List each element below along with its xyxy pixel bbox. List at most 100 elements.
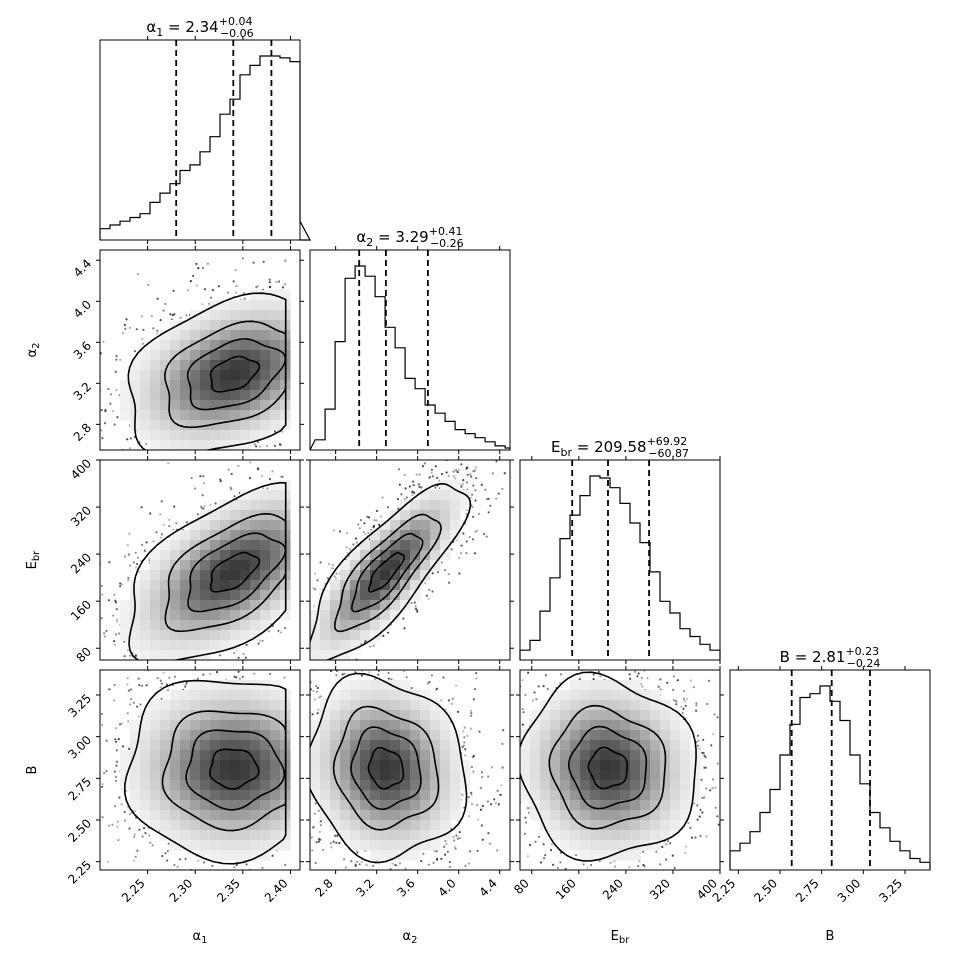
scatter-point bbox=[172, 672, 174, 674]
scatter-point bbox=[184, 685, 187, 688]
scatter-point bbox=[303, 727, 305, 729]
scatter-point bbox=[375, 509, 378, 512]
scatter-point bbox=[145, 541, 148, 544]
scatter-point bbox=[128, 532, 131, 535]
scatter-point bbox=[347, 671, 349, 673]
scatter-point bbox=[233, 675, 236, 678]
scatter-point bbox=[126, 683, 129, 686]
scatter-point bbox=[148, 913, 150, 915]
scatter-point bbox=[209, 503, 212, 506]
scatter-point bbox=[458, 424, 460, 426]
scatter-point bbox=[355, 541, 358, 544]
scatter-point bbox=[113, 593, 116, 596]
scatter-point bbox=[421, 465, 424, 468]
scatter-point bbox=[363, 641, 366, 644]
scatter-point bbox=[300, 645, 302, 647]
scatter-point bbox=[115, 620, 118, 623]
scatter-point bbox=[143, 698, 145, 700]
scatter-point bbox=[101, 437, 104, 440]
scatter-point bbox=[434, 465, 437, 468]
scatter-point bbox=[262, 260, 265, 263]
scatter-point bbox=[119, 358, 122, 361]
scatter-point bbox=[257, 467, 260, 470]
scatter-point bbox=[180, 687, 182, 689]
scatter-point bbox=[114, 633, 118, 636]
scatter-point bbox=[113, 684, 116, 687]
scatter-point bbox=[363, 522, 366, 525]
scatter-point bbox=[111, 671, 113, 673]
scatter-point bbox=[203, 288, 206, 291]
scatter-point bbox=[127, 553, 130, 556]
scatter-point bbox=[150, 314, 153, 318]
scatter-point bbox=[118, 632, 121, 635]
scatter-point bbox=[145, 684, 148, 687]
scatter-point bbox=[159, 536, 162, 539]
scatter-point bbox=[133, 481, 135, 483]
scatter-point bbox=[58, 645, 60, 647]
scatter-point bbox=[136, 681, 138, 683]
scatter-point bbox=[167, 842, 170, 845]
scatter-point bbox=[176, 865, 179, 869]
scatter-point bbox=[436, 571, 440, 574]
scatter-point bbox=[210, 883, 212, 885]
scatter-point bbox=[458, 572, 461, 575]
scatter-point bbox=[124, 327, 127, 330]
scatter-point bbox=[136, 563, 139, 566]
scatter-point bbox=[474, 469, 477, 472]
scatter-point bbox=[218, 469, 220, 471]
scatter-point bbox=[173, 863, 176, 867]
scatter-point bbox=[103, 772, 106, 775]
scatter-point bbox=[453, 845, 456, 848]
scatter-point bbox=[134, 855, 137, 858]
scatter-point bbox=[414, 605, 417, 608]
scatter-point bbox=[111, 823, 114, 826]
scatter-point bbox=[130, 698, 133, 701]
scatter-point bbox=[45, 568, 47, 570]
scatter-point bbox=[431, 590, 434, 593]
scatter-point bbox=[83, 686, 85, 688]
scatter-point bbox=[97, 538, 99, 540]
scatter-point bbox=[432, 451, 434, 453]
scatter-point bbox=[123, 323, 126, 326]
scatter-point bbox=[209, 672, 212, 675]
scatter-point bbox=[200, 505, 203, 508]
scatter-point bbox=[397, 874, 399, 876]
scatter-point bbox=[354, 661, 356, 663]
scatter-point bbox=[277, 629, 280, 632]
scatter-point bbox=[202, 475, 205, 478]
scatter-point bbox=[312, 689, 315, 693]
scatter-point bbox=[200, 451, 202, 453]
scatter-point bbox=[233, 651, 236, 655]
scatter-point bbox=[69, 690, 71, 692]
scatter-point bbox=[261, 639, 264, 642]
scatter-point bbox=[100, 712, 103, 716]
scatter-point bbox=[495, 460, 498, 463]
scatter-point bbox=[307, 629, 309, 631]
scatter-point bbox=[300, 623, 302, 625]
scatter-point bbox=[107, 387, 110, 391]
scatter-point bbox=[282, 640, 284, 642]
scatter-point bbox=[232, 280, 235, 283]
scatter-point bbox=[172, 289, 175, 292]
scatter-point bbox=[179, 316, 182, 319]
scatter-point bbox=[472, 484, 475, 487]
scatter-point bbox=[354, 537, 357, 540]
scatter-point bbox=[55, 830, 57, 832]
scatter-point bbox=[279, 475, 282, 478]
scatter-point bbox=[242, 292, 245, 295]
scatter-point bbox=[190, 476, 193, 480]
scatter-point bbox=[98, 793, 100, 795]
scatter-point bbox=[450, 702, 453, 706]
scatter-point bbox=[132, 561, 135, 564]
scatter-point bbox=[212, 501, 214, 503]
scatter-point bbox=[491, 427, 493, 429]
scatter-point bbox=[420, 486, 423, 489]
scatter-point bbox=[95, 625, 97, 627]
scatter-point bbox=[267, 457, 269, 459]
scatter-point bbox=[281, 286, 285, 289]
scatter-point bbox=[245, 643, 248, 647]
scatter-point bbox=[215, 671, 219, 674]
scatter-point bbox=[450, 548, 453, 551]
scatter-point bbox=[344, 866, 347, 869]
scatter-point bbox=[452, 835, 455, 838]
